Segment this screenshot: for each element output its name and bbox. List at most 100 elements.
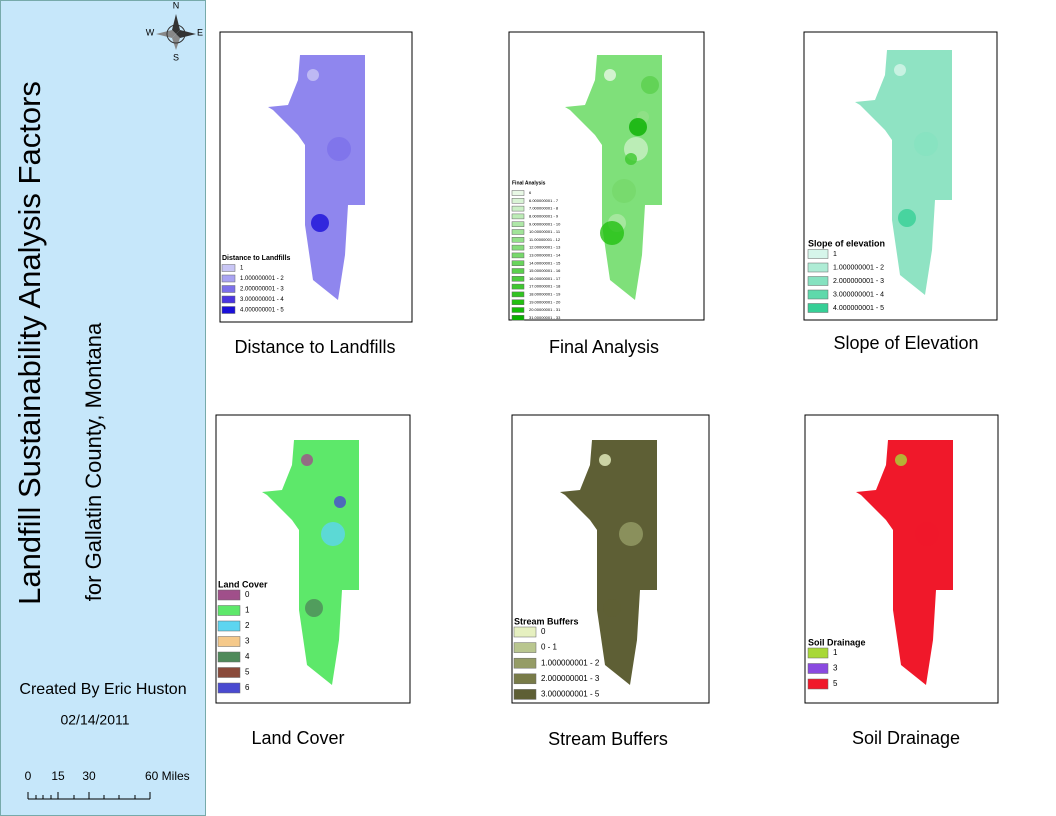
legend-label: 1 (833, 648, 838, 657)
legend-label: 5 (245, 668, 250, 677)
legend-label: 3.000000001 - 4 (833, 291, 884, 298)
legend-label: 12.00000001 - 13 (529, 245, 561, 250)
legend-label: 2.000000001 - 3 (833, 278, 884, 285)
legend-swatch (221, 264, 236, 272)
legend-label: 15.00000001 - 16 (529, 268, 561, 273)
map-caption: Slope of Elevation (833, 333, 978, 353)
map-patch (311, 214, 329, 232)
legend-label: 14.00000001 - 15 (529, 260, 561, 265)
map-patch (619, 522, 643, 546)
map-patch (603, 599, 621, 617)
legend-label: 1 (245, 606, 250, 615)
legend-title: Final Analysis (512, 180, 546, 186)
legend-swatch (807, 289, 829, 300)
scale-bar (27, 792, 151, 800)
legend-label: 8.000000001 - 9 (529, 213, 559, 218)
map-patch (305, 599, 323, 617)
legend-label: 3 (833, 664, 838, 673)
legend-label: 18.00000001 - 19 (529, 291, 561, 296)
legend-label: 1.000000001 - 2 (541, 658, 600, 667)
legend-swatch (513, 657, 537, 669)
legend-label: 16.00000001 - 17 (529, 276, 561, 281)
legend-swatch (513, 626, 537, 638)
legend-label: 3.000000001 - 4 (240, 297, 284, 303)
legend-swatch (513, 689, 537, 700)
legend-swatch (513, 642, 537, 653)
legend-swatch (217, 682, 241, 694)
legend-label: 4 (245, 652, 250, 661)
legend-swatch (807, 303, 829, 313)
legend-swatch (807, 663, 829, 674)
map-patch (914, 132, 938, 156)
map-patch (898, 209, 916, 227)
scale-label: 30 (82, 769, 96, 783)
legend-label: 2.000000001 - 3 (240, 287, 284, 293)
sidebar (0, 0, 206, 816)
legend-label: 0 (541, 627, 546, 636)
legend-swatch (511, 205, 525, 212)
legend-swatch (221, 274, 236, 283)
legend-label: 5 (833, 679, 838, 688)
legend-title: Soil Drainage (808, 637, 866, 647)
legend-label: 3 (245, 637, 250, 646)
map-patch (599, 454, 611, 466)
legend-label: 6 (245, 683, 250, 692)
legend-swatch (807, 678, 829, 690)
map-caption: Distance to Landfills (234, 337, 395, 357)
legend-swatch (511, 268, 525, 274)
legend-label: 6 (529, 190, 532, 195)
map-patch (895, 454, 907, 466)
legend-swatch (511, 198, 525, 204)
legend-label: 11.00000001 - 12 (529, 237, 561, 242)
legend-swatch (511, 283, 525, 290)
legend-swatch (511, 260, 525, 266)
legend-swatch (217, 589, 241, 601)
legend-label: 0 - 1 (541, 643, 558, 652)
legend-swatch (221, 306, 236, 314)
map-patch (629, 118, 647, 136)
legend-label: 4.000000001 - 5 (833, 305, 884, 312)
map-patch (327, 137, 351, 161)
date: 02/14/2011 (60, 712, 129, 728)
panels: Distance to Landfills 1 1.000000001 - 2 2.0… (215, 31, 999, 749)
legend-label: 10.00000001 - 11 (529, 229, 561, 234)
legend-swatch (807, 647, 829, 659)
legend-swatch (511, 315, 525, 321)
map-patch (612, 179, 636, 203)
map-patch (301, 454, 313, 466)
compass-w: W (146, 27, 155, 37)
legend-title: Distance to Landfills (222, 255, 291, 262)
map-caption: Stream Buffers (548, 729, 668, 749)
legend-swatch (511, 190, 525, 196)
legend-label: 6.000000001 - 7 (529, 198, 559, 203)
legend-swatch (807, 276, 829, 286)
legend-swatch (217, 605, 241, 616)
map-patch (894, 64, 906, 76)
legend-label: 7.000000001 - 8 (529, 206, 559, 211)
map-caption: Final Analysis (549, 337, 659, 357)
legend-swatch (511, 252, 525, 259)
compass-s: S (173, 52, 179, 62)
subtitle: for Gallatin County, Montana (81, 322, 106, 601)
legend-label: 31.00000001 - 33 (529, 315, 561, 320)
legend-label: 4.000000001 - 5 (240, 308, 284, 314)
map-patch (915, 522, 939, 546)
map-patch (604, 69, 616, 81)
legend-swatch (511, 299, 525, 305)
map-panel: Final Analysis 6 6.000000001 - 7 7.00000000… (508, 31, 705, 357)
legend-swatch (511, 221, 525, 227)
compass-e: E (197, 27, 203, 37)
legend-swatch (511, 237, 525, 243)
map-patch (641, 76, 659, 94)
legend-swatch (513, 673, 537, 685)
scale-label: 60 Miles (145, 769, 190, 783)
legend-swatch (511, 229, 525, 235)
map-caption: Land Cover (251, 728, 344, 748)
scale-label: 0 (25, 769, 32, 783)
map-panel: Distance to Landfills 1 1.000000001 - 2 2.0… (219, 31, 413, 357)
legend-swatch (217, 620, 241, 632)
legend-title: Stream Buffers (514, 616, 579, 626)
